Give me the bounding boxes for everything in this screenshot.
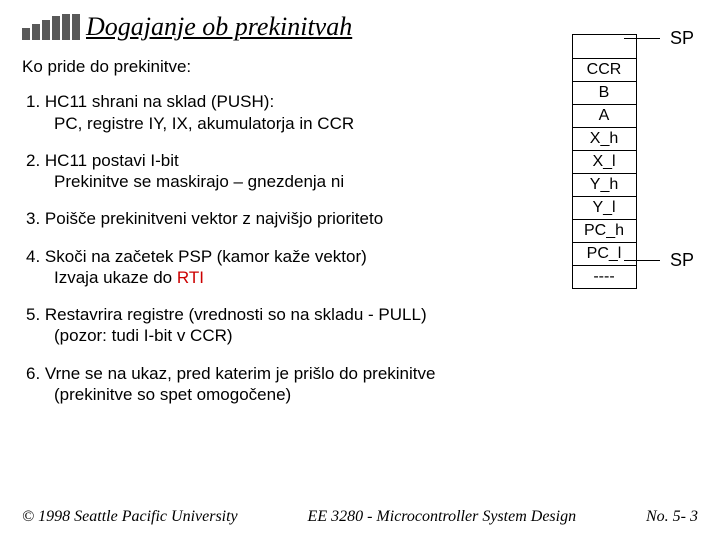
stack-cell: Y_h <box>572 174 636 197</box>
stack-cell: ---- <box>572 266 636 289</box>
sp-bottom-label: SP <box>670 250 694 271</box>
rti-text: RTI <box>177 268 204 287</box>
slide: Dogajanje ob prekinitvah Ko pride do pre… <box>0 0 720 540</box>
stack-table: CCRBAX_hX_lY_hY_lPC_hPC_l---- <box>572 34 637 289</box>
stack-cell: X_l <box>572 151 636 174</box>
item-cont: (pozor: tudi I-bit v CCR) <box>54 325 698 346</box>
list-item: 5. Restavrira registre (vrednosti so na … <box>26 304 698 347</box>
sp-bottom-line-icon <box>624 260 660 261</box>
footer-page: No. 5- 3 <box>646 508 698 526</box>
stack-cell: CCR <box>572 59 636 82</box>
list-item: 6. Vrne se na ukaz, pred katerim je priš… <box>26 363 698 406</box>
stack-diagram: SP CCRBAX_hX_lY_hY_lPC_hPC_l---- SP <box>514 34 694 289</box>
stack-cell: X_h <box>572 128 636 151</box>
stack-cell: B <box>572 82 636 105</box>
stack-cell: Y_l <box>572 197 636 220</box>
item-line: 5. Restavrira registre (vrednosti so na … <box>26 304 698 325</box>
item-cont-text: Izvaja ukaze do <box>54 268 177 287</box>
stack-cell: PC_l <box>572 243 636 266</box>
footer-copyright: © 1998 Seattle Pacific University <box>22 508 238 526</box>
footer: © 1998 Seattle Pacific University EE 328… <box>0 508 720 526</box>
footer-course: EE 3280 - Microcontroller System Design <box>308 508 577 526</box>
stack-cell: PC_h <box>572 220 636 243</box>
item-line: 6. Vrne se na ukaz, pred katerim je priš… <box>26 363 698 384</box>
decor-bars-icon <box>22 14 80 40</box>
sp-top-label: SP <box>670 28 694 49</box>
sp-top-line-icon <box>624 38 660 39</box>
stack-cell: A <box>572 105 636 128</box>
slide-title: Dogajanje ob prekinitvah <box>86 12 352 42</box>
item-cont: (prekinitve so spet omogočene) <box>54 384 698 405</box>
